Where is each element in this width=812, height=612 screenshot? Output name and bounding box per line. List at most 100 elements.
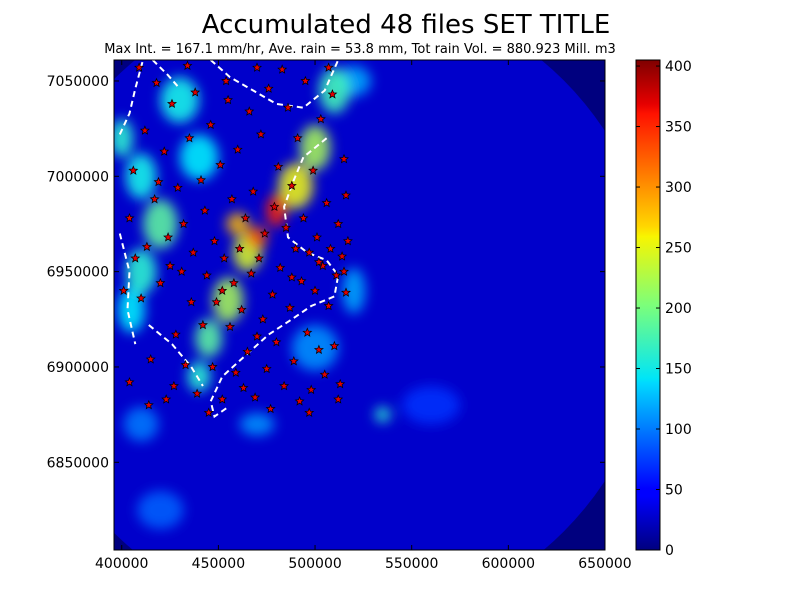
rain-field	[114, 60, 605, 550]
station-marker	[238, 382, 249, 393]
station-marker	[327, 89, 338, 99]
plot-area	[113, 59, 606, 551]
station-marker	[223, 94, 233, 105]
station-marker	[273, 161, 284, 171]
x-tick: 450000	[192, 60, 245, 572]
x-tick: 650000	[578, 60, 632, 572]
station-marker	[219, 253, 230, 263]
station-marker	[340, 287, 352, 297]
station-marker	[244, 106, 255, 116]
station-marker	[178, 218, 189, 229]
station-marker	[168, 380, 179, 391]
boundary-line	[118, 233, 137, 345]
station-marker	[165, 260, 175, 271]
station-marker	[128, 165, 139, 175]
colorbar-tick: 0	[636, 543, 674, 559]
station-marker	[338, 153, 349, 164]
station-marker	[269, 201, 280, 212]
station-marker	[304, 407, 315, 417]
station-marker	[143, 399, 154, 410]
x-tick-label: 550000	[385, 556, 438, 572]
station-marker	[159, 146, 170, 156]
station-marker	[211, 296, 222, 307]
station-marker	[234, 243, 245, 253]
station-marker	[124, 376, 135, 387]
station-marker	[240, 212, 251, 223]
station-marker	[275, 262, 286, 273]
station-marker	[267, 289, 278, 299]
station-marker	[331, 270, 342, 280]
station-marker	[149, 193, 160, 204]
colorbar-tick: 350	[636, 120, 692, 136]
rain-cell	[195, 319, 223, 358]
y-tick-label: 7000000	[47, 169, 109, 185]
station-marker	[217, 394, 228, 404]
station-marker	[153, 176, 164, 187]
station-marker	[311, 232, 323, 242]
station-marker	[288, 355, 299, 366]
station-marker	[298, 212, 309, 223]
station-marker	[203, 407, 214, 417]
rain-cell	[212, 277, 244, 324]
rain-cell	[342, 267, 366, 314]
rain-cell	[123, 407, 159, 442]
station-marker	[246, 268, 257, 278]
station-marker	[323, 62, 334, 72]
rain-cell	[187, 361, 211, 392]
x-axis: 400000 450000 500000 550000 600000 65000…	[95, 60, 632, 572]
station-marker	[296, 275, 307, 286]
station-marker	[230, 367, 241, 377]
x-tick-label: 600000	[482, 556, 535, 572]
station-marker	[215, 159, 226, 170]
station-marker	[190, 87, 201, 97]
colorbar-tick-label: 350	[665, 120, 692, 136]
station-marker	[263, 83, 274, 93]
y-tick-label: 6950000	[47, 265, 109, 281]
station-marker	[145, 354, 156, 364]
station-marker	[304, 247, 315, 257]
y-tick: 6900000	[47, 360, 605, 376]
station-marker	[265, 403, 276, 414]
colorbar-tick: 250	[636, 241, 692, 257]
rain-cell	[125, 153, 157, 200]
station-marker	[188, 247, 199, 257]
station-marker	[313, 344, 324, 355]
colorbar-gradient	[635, 59, 661, 551]
x-tick-label: 500000	[288, 556, 341, 572]
station-marker	[221, 75, 232, 86]
rain-cell	[137, 490, 184, 530]
station-marker	[292, 133, 303, 143]
station-marker	[290, 243, 301, 253]
station-marker	[286, 180, 297, 191]
station-marker	[226, 193, 237, 204]
y-tick-label: 6900000	[47, 360, 109, 376]
rain-cell	[160, 77, 200, 123]
station-marker	[329, 340, 340, 351]
rain-cell	[179, 134, 219, 181]
colorbar-tick-label: 200	[665, 301, 692, 317]
chart-subtitle: Max Int. = 167.1 mm/hr, Ave. rain = 53.8…	[104, 42, 616, 57]
rain-cell	[246, 225, 268, 249]
boundary-line	[209, 137, 340, 419]
rain-cell	[374, 407, 391, 423]
colorbar: 0 50 100 150 200 250 300 350 400	[635, 59, 692, 559]
colorbar-tick: 400	[636, 59, 692, 75]
station-marker	[192, 388, 203, 398]
station-marker	[300, 75, 311, 86]
station-marker	[205, 119, 216, 130]
station-marker	[170, 329, 181, 339]
station-marker	[321, 197, 332, 208]
station-marker	[186, 296, 197, 307]
station-marker	[248, 186, 259, 196]
colorbar-tick-label: 0	[665, 543, 674, 559]
x-tick: 550000	[385, 60, 438, 572]
colorbar-tick-label: 300	[665, 180, 692, 196]
station-marker	[136, 293, 147, 303]
y-tick: 6850000	[47, 455, 605, 471]
station-marker	[306, 384, 317, 395]
station-marker	[325, 243, 336, 253]
station-marker	[255, 129, 266, 139]
y-tick: 6950000	[47, 265, 605, 281]
station-marker	[286, 272, 297, 282]
